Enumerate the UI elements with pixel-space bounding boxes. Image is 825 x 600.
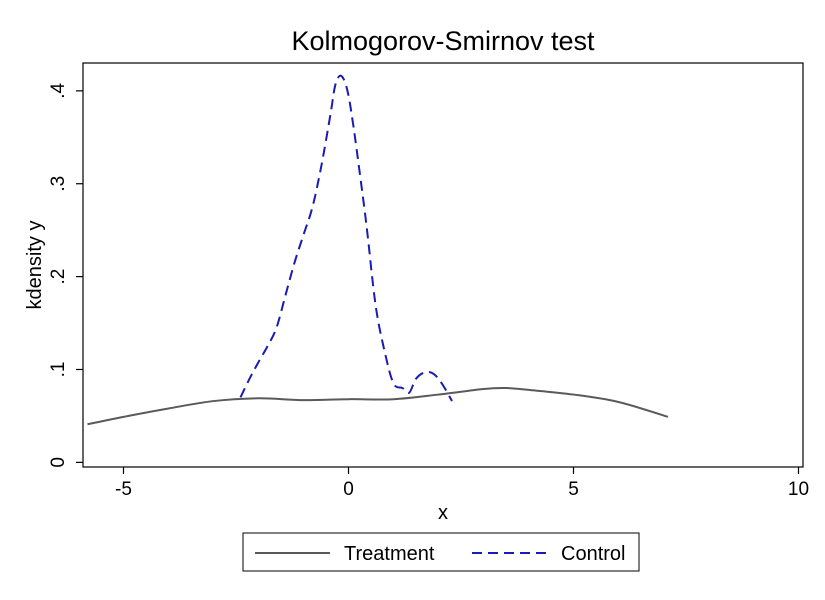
x-axis: -5 0 5 10 — [115, 467, 809, 500]
x-tick-label: -5 — [115, 479, 132, 500]
chart-title: Kolmogorov-Smirnov test — [291, 26, 595, 56]
y-axis-label: kdensity y — [24, 221, 46, 310]
y-axis: 0 .1 .2 .3 .4 — [48, 83, 83, 468]
x-axis-label: x — [438, 502, 448, 524]
series-layer — [87, 74, 669, 426]
y-tick-label: 0 — [48, 457, 69, 468]
legend-label-control: Control — [561, 543, 625, 565]
y-tick-label: .4 — [48, 83, 69, 99]
y-tick-label: .1 — [48, 362, 69, 378]
y-tick-label: .2 — [48, 269, 69, 285]
series-line-control — [239, 74, 453, 402]
legend-label-treatment: Treatment — [344, 543, 435, 565]
x-tick-label: 5 — [568, 479, 579, 500]
x-tick-label: 0 — [343, 479, 354, 500]
y-tick-label: .3 — [48, 176, 69, 192]
plot-frame — [82, 62, 804, 468]
series-line-treatment — [87, 386, 669, 426]
x-tick-label: 10 — [788, 479, 809, 500]
legend: Treatment Control — [242, 532, 640, 572]
